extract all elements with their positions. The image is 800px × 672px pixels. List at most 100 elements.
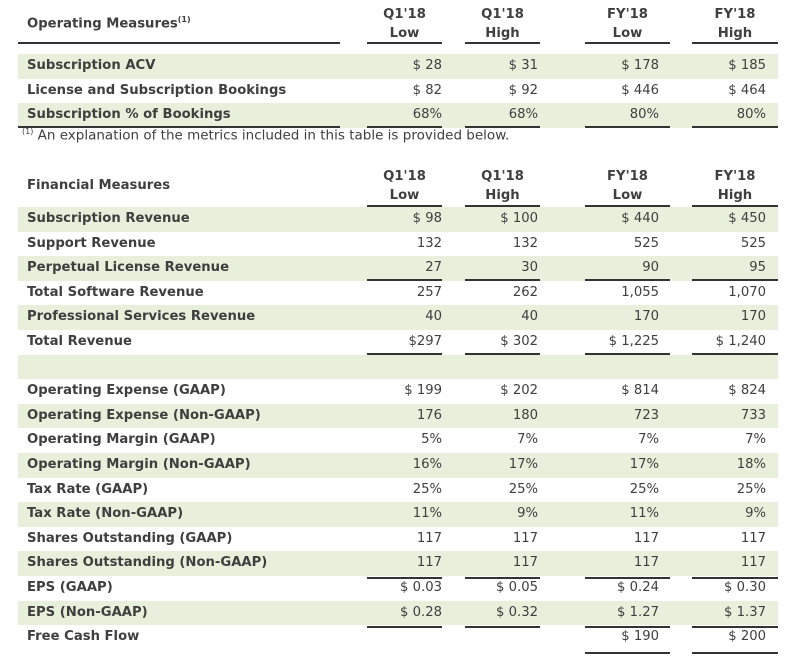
cell-value: 68%	[508, 107, 538, 123]
cell-value: $ 446	[621, 82, 659, 98]
rule-line	[367, 577, 442, 579]
row-label: Operating Margin (GAAP)	[27, 432, 216, 448]
row-label: Total Software Revenue	[27, 284, 204, 300]
cell-value: $ 190	[621, 629, 659, 645]
rule-line	[465, 279, 540, 281]
col-header: FY'18 Low	[607, 7, 648, 41]
cell-value: $ 0.03	[400, 580, 442, 595]
cell-value: $ 178	[621, 58, 659, 73]
cell-value: $ 1,225	[608, 334, 659, 349]
cell-value: 117	[633, 555, 659, 571]
rule-line	[692, 577, 778, 579]
rule-line	[585, 626, 670, 628]
table-row: Support Revenue 132 132 525 525	[18, 232, 778, 257]
rule-line	[585, 353, 670, 355]
table-row: Subscription Revenue $ 98 $ 100 $ 440 $ 450	[18, 207, 778, 232]
cell-value: 16%	[412, 457, 442, 472]
rule-line	[18, 42, 340, 44]
row-label: Shares Outstanding (GAAP)	[27, 530, 233, 546]
rule-line	[585, 205, 670, 207]
table-row: Perpetual License Revenue 27 30 90 95	[18, 256, 778, 281]
row-label: Tax Rate (GAAP)	[27, 481, 149, 497]
cell-value: $ 0.30	[724, 580, 766, 595]
cell-value: 180	[512, 407, 538, 423]
rule-line	[367, 279, 442, 281]
row-label: Subscription ACV	[27, 58, 156, 73]
operating-title: Operating Measures(1)	[27, 15, 191, 32]
cell-value: $ 98	[412, 211, 442, 226]
cell-value: 132	[416, 235, 442, 251]
rule-line	[465, 353, 540, 355]
table-row: Operating Margin (GAAP) 5% 7% 7% 7%	[18, 428, 778, 453]
rule-line	[367, 626, 442, 628]
cell-value: 525	[740, 235, 766, 251]
cell-value: 40	[521, 309, 538, 325]
cell-value: 11%	[629, 506, 659, 522]
cell-value: 117	[740, 555, 766, 571]
col-header: FY'18 Low	[607, 169, 648, 203]
table-row	[18, 354, 778, 380]
cell-value: 1,070	[728, 284, 766, 300]
cell-value: $ 100	[500, 211, 538, 226]
rule-line	[692, 205, 778, 207]
rule-line	[585, 652, 670, 654]
cell-value: 117	[416, 530, 442, 546]
rule-line	[465, 42, 540, 44]
table-row: License and Subscription Bookings $ 82 $ 9…	[18, 79, 778, 104]
row-label: Perpetual License Revenue	[27, 260, 230, 276]
cell-value: $ 464	[728, 82, 766, 98]
col-header: Q1'18 High	[481, 169, 524, 203]
table-row: Total Revenue $297 $ 302 $ 1,225 $ 1,240	[18, 330, 778, 355]
table-row: Professional Services Revenue 40 40 170 170	[18, 305, 778, 330]
cell-value: $ 1.37	[724, 604, 766, 620]
cell-value: 117	[740, 530, 766, 546]
rule-line	[692, 126, 778, 128]
cell-value: 25%	[736, 481, 766, 497]
financial-header: Financial Measures Q1'18 Low Q1'18 High FY…	[18, 167, 778, 207]
cell-value: $ 185	[728, 58, 766, 73]
row-label: Operating Margin (Non-GAAP)	[27, 457, 251, 472]
rule-line	[692, 279, 778, 281]
rule-line	[692, 652, 778, 654]
footnote: (1) An explanation of the metrics includ…	[22, 127, 510, 144]
cell-value: 176	[416, 407, 442, 423]
cell-value: 170	[740, 309, 766, 325]
cell-value: 18%	[736, 457, 766, 472]
table-row: Shares Outstanding (GAAP) 117 117 117 117	[18, 527, 778, 552]
table-row: Subscription % of Bookings 68% 68% 80% 80%	[18, 103, 778, 128]
cell-value: $ 0.24	[617, 580, 659, 595]
cell-value: $ 202	[500, 383, 538, 399]
table-row: Operating Expense (Non-GAAP) 176 180 723 733	[18, 403, 778, 429]
table-row: Free Cash Flow $ 190 $ 200	[18, 625, 778, 650]
rule-line	[692, 42, 778, 44]
cell-value: 9%	[745, 506, 766, 522]
cell-value: 117	[633, 530, 659, 546]
row-label: Subscription % of Bookings	[27, 107, 231, 123]
rule-line	[692, 353, 778, 355]
cell-value: $ 440	[621, 211, 659, 226]
cell-value: 90	[642, 260, 659, 276]
row-label: EPS (Non-GAAP)	[27, 604, 148, 620]
cell-value: $ 450	[728, 211, 766, 226]
table-row: Tax Rate (Non-GAAP) 11% 9% 11% 9%	[18, 502, 778, 527]
cell-value: 1,055	[621, 284, 659, 300]
cell-value: 262	[512, 284, 538, 300]
cell-value: $ 199	[404, 383, 442, 399]
cell-value: 25%	[629, 481, 659, 497]
row-label: Free Cash Flow	[27, 629, 140, 645]
cell-value: $ 824	[728, 383, 766, 399]
cell-value: $ 1,240	[715, 334, 766, 349]
row-label: EPS (GAAP)	[27, 580, 113, 595]
cell-value: $ 0.28	[400, 604, 442, 620]
row-label: Subscription Revenue	[27, 211, 190, 226]
row-label: Support Revenue	[27, 235, 156, 251]
cell-value: $ 302	[500, 334, 538, 349]
cell-value: 9%	[517, 506, 538, 522]
table-row: Operating Expense (GAAP) $ 199 $ 202 $ 814 $…	[18, 379, 778, 404]
col-header: Q1'18 Low	[383, 7, 426, 41]
table-row: Operating Margin (Non-GAAP) 16% 17% 17% 18%	[18, 453, 778, 478]
col-header: FY'18 High	[714, 7, 756, 41]
cell-value: $ 28	[412, 58, 442, 73]
table-row: Total Software Revenue 257 262 1,055 1,070	[18, 281, 778, 306]
cell-value: 80%	[736, 107, 766, 123]
